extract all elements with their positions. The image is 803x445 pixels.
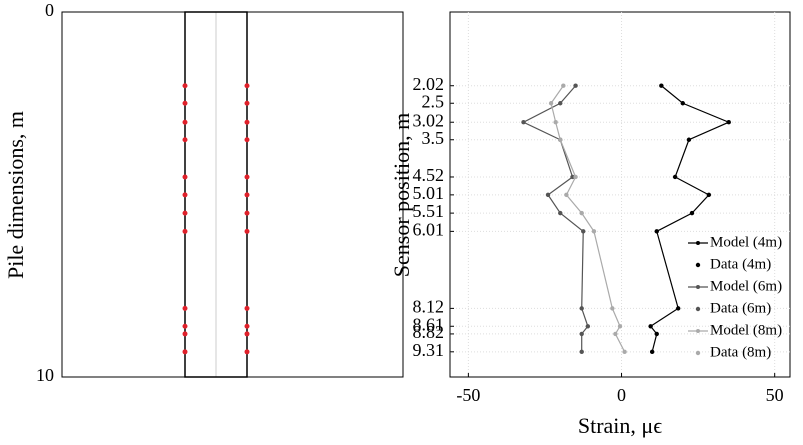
x-tick-label: 50 [766, 385, 784, 405]
x-tick-label: -50 [456, 385, 480, 405]
series-line [550, 85, 626, 353]
data-point [686, 137, 692, 142]
y-tick-label: 6.01 [413, 219, 445, 239]
legend-label: Data (8m) [710, 344, 771, 360]
sensor [182, 305, 188, 311]
sensor [182, 228, 188, 234]
y-tick-label: 2.5 [422, 91, 445, 111]
data-point [610, 306, 615, 311]
data-point [649, 349, 655, 355]
sensor [182, 174, 188, 180]
sensor [182, 83, 188, 89]
x-tick-label: 0 [617, 385, 626, 405]
data-point [573, 83, 578, 88]
sensor [244, 228, 250, 234]
sensor [182, 119, 188, 125]
legend-marker [695, 350, 701, 356]
sensor [182, 210, 188, 216]
data-point [564, 192, 569, 198]
data-point [613, 331, 618, 337]
sensor [244, 192, 250, 198]
data-point [726, 120, 731, 125]
y-tick-label: 8.12 [413, 297, 445, 317]
legend-label: Data (6m) [710, 300, 771, 316]
sensor [244, 305, 250, 311]
data-point [654, 229, 659, 234]
y-tick-label: 4.52 [413, 165, 445, 185]
legend-label: Model (4m) [710, 234, 782, 250]
sensor [244, 323, 250, 329]
y-axis-label: Sensor position, m [389, 113, 414, 277]
data-point [553, 120, 558, 125]
data-point [675, 306, 681, 311]
data-point [622, 349, 627, 355]
sensor [182, 192, 188, 198]
data-point [659, 83, 664, 88]
left-axes-box [61, 11, 404, 378]
series-line [522, 85, 589, 352]
data-point [581, 229, 586, 234]
data-point [521, 120, 526, 125]
sensor [244, 100, 250, 106]
y-tick-label: 0 [45, 0, 54, 20]
legend-marker [695, 262, 701, 268]
y-tick-label: 5.01 [413, 183, 445, 203]
data-point [558, 210, 563, 216]
legend-label: Model (8m) [710, 322, 782, 338]
y-tick-label: 8.61 [413, 314, 445, 334]
legend-marker [695, 306, 701, 312]
sensor [244, 83, 250, 89]
data-point [689, 210, 695, 216]
sensor [182, 331, 188, 337]
y-tick-label: 5.51 [413, 201, 445, 221]
legend-label: Data (4m) [710, 256, 771, 272]
data-point [579, 306, 584, 311]
data-point [706, 192, 712, 198]
sensor [182, 100, 188, 106]
sensor [244, 137, 250, 143]
y-tick-label: 10 [36, 365, 54, 385]
data-point [548, 101, 554, 106]
sensor [182, 349, 188, 355]
legend-label: Model (6m) [710, 278, 782, 294]
data-point [545, 192, 551, 198]
sensor [182, 323, 188, 329]
sensor [244, 174, 250, 180]
data-point [585, 324, 591, 329]
legend-marker [696, 241, 700, 245]
sensor [244, 349, 250, 355]
legend-marker [696, 285, 700, 289]
data-point [579, 349, 584, 355]
sensor [182, 137, 188, 143]
data-point [579, 210, 584, 216]
y-tick-label: 3.5 [422, 128, 445, 148]
data-point [654, 331, 659, 337]
y-axis-label: Pile dimensions, m [3, 111, 28, 279]
y-tick-label: 8.82 [413, 322, 445, 342]
data-point [561, 83, 566, 88]
y-tick-label: 2.02 [413, 74, 445, 94]
data-point [579, 331, 584, 337]
data-point [573, 174, 578, 180]
data-point [591, 229, 597, 234]
data-point [672, 174, 678, 180]
sensor [244, 331, 250, 337]
data-point [617, 324, 623, 329]
data-point [558, 137, 563, 142]
sensor [244, 210, 250, 216]
data-point [680, 101, 685, 106]
data-point [648, 324, 653, 329]
data-point [570, 174, 575, 180]
data-point [558, 101, 563, 106]
legend-marker [696, 329, 700, 333]
y-tick-label: 3.02 [413, 110, 445, 130]
x-axis-label: Strain, μϵ [578, 413, 662, 438]
sensor [244, 119, 250, 125]
y-tick-label: 9.31 [413, 340, 445, 360]
